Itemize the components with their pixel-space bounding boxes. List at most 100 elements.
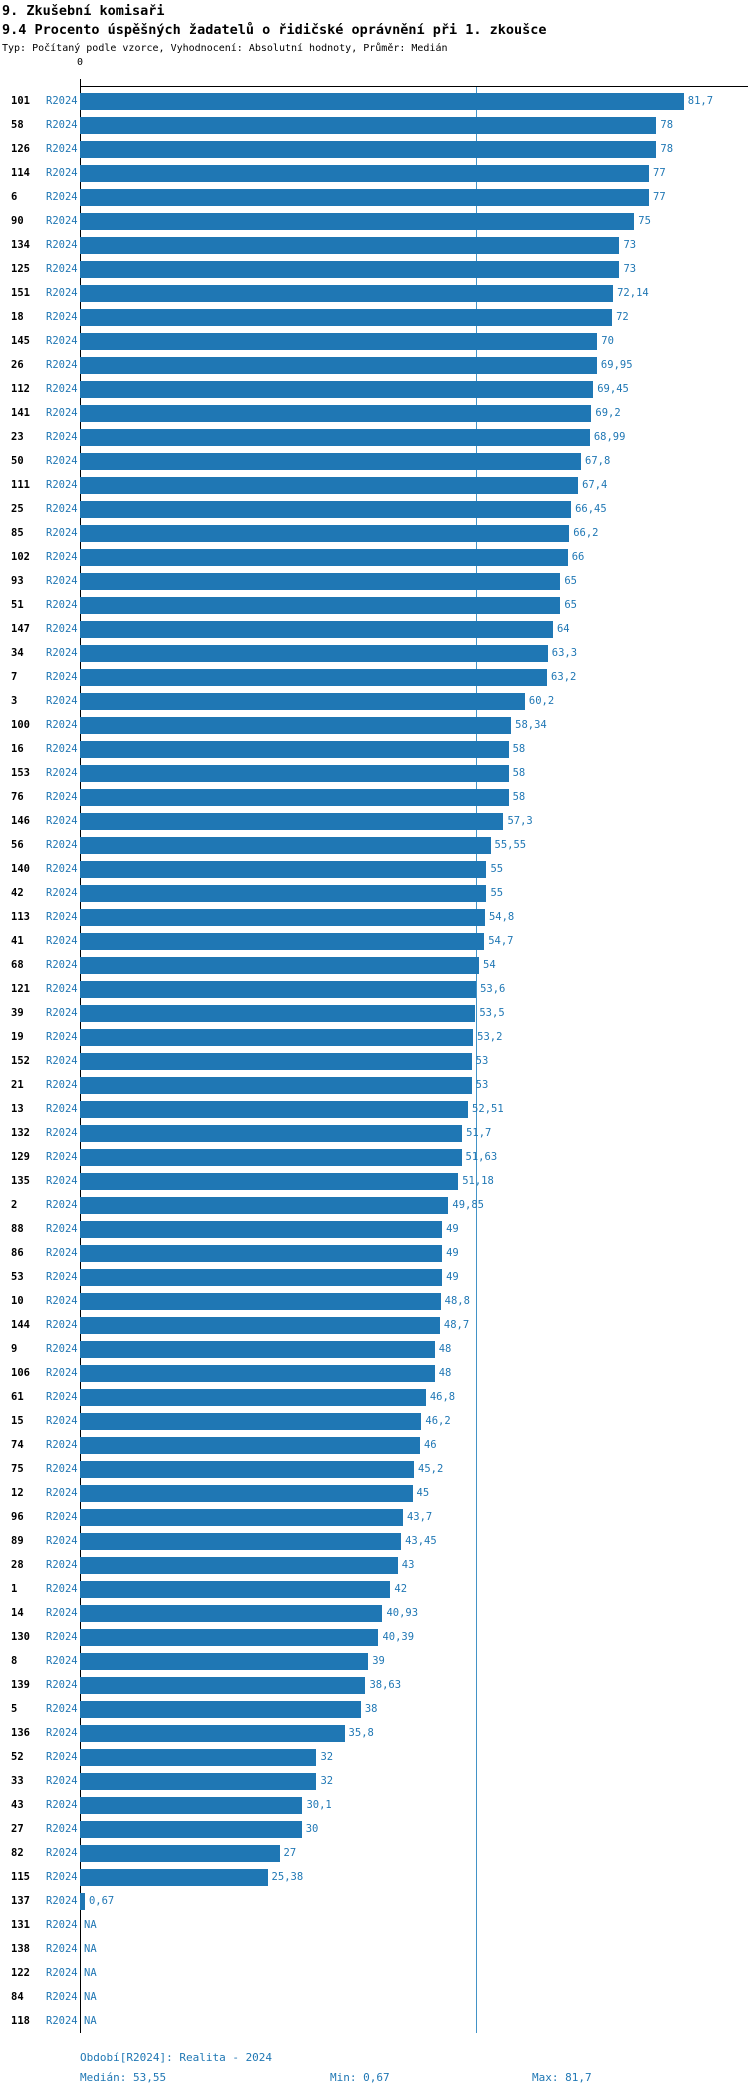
chart-row: 33 R2024 32 [0, 1769, 750, 1793]
row-series-label: R2024 [46, 1583, 78, 1595]
row-label: 50 [11, 455, 24, 467]
row-label: 135 [11, 1175, 30, 1187]
bar [80, 620, 553, 638]
chart-row: 50 R2024 67,8 [0, 449, 750, 473]
chart-row: 89 R2024 43,45 [0, 1529, 750, 1553]
bar [80, 140, 657, 158]
chart-title: 9.4 Procento úspěšných žadatelů o řidičs… [2, 22, 547, 38]
bar-value: 78 [660, 143, 674, 155]
bar-value: 69,95 [600, 359, 633, 371]
bar [80, 476, 579, 494]
row-series-label: R2024 [46, 1463, 78, 1475]
bar-value: 72 [616, 311, 629, 323]
bar-value: NA [84, 1967, 97, 1979]
bar-value: 66,45 [575, 503, 607, 515]
row-series-label: R2024 [46, 1031, 78, 1043]
chart-row: 25 R2024 66,45 [0, 497, 750, 521]
bar [80, 452, 582, 470]
bar [80, 1748, 317, 1766]
row-label: 122 [11, 1967, 30, 1979]
bar [80, 212, 635, 230]
row-label: 9 [11, 1343, 18, 1355]
bar [80, 1676, 366, 1694]
chart-row: 7 R2024 63,2 [0, 665, 750, 689]
bar-value: 72,14 [617, 287, 649, 299]
bar-value: 35,8 [348, 1727, 374, 1739]
bar-value: 49 [446, 1271, 459, 1283]
bar-value: 58 [512, 791, 526, 803]
bar-value: 46,2 [425, 1415, 451, 1427]
chart-row: 138 R2024 NA [0, 1937, 750, 1961]
row-label: 10 [11, 1295, 24, 1307]
bar [80, 1556, 398, 1574]
chart-row: 113 R2024 54,8 [0, 905, 750, 929]
bar [80, 1820, 302, 1838]
bar-value: 38 [364, 1703, 378, 1715]
row-series-label: R2024 [46, 95, 78, 107]
footer-median-stat: Medián: 53,55 [80, 2071, 167, 2084]
bar-value: 51,7 [466, 1127, 492, 1139]
bar-value: 46,8 [429, 1391, 456, 1403]
bar-value: 65 [564, 599, 577, 611]
bar [80, 116, 657, 134]
bar-value: 49 [446, 1247, 459, 1259]
row-series-label: R2024 [46, 959, 78, 971]
row-label: 131 [11, 1919, 30, 1931]
bar [80, 1004, 476, 1022]
row-label: 26 [11, 359, 24, 371]
chart-row: 39 R2024 53,5 [0, 1001, 750, 1025]
row-series-label: R2024 [46, 359, 78, 371]
chart-row: 132 R2024 51,7 [0, 1121, 750, 1145]
row-series-label: R2024 [46, 551, 78, 563]
bar-value: 66,2 [573, 527, 599, 539]
chart-row: 126 R2024 78 [0, 137, 750, 161]
bar-value: 48 [438, 1367, 452, 1379]
bar-value: 53 [475, 1079, 489, 1091]
chart-row: 13 R2024 52,51 [0, 1097, 750, 1121]
row-series-label: R2024 [46, 1703, 78, 1715]
chart-row: 27 R2024 30 [0, 1817, 750, 1841]
bar-value: 49,85 [452, 1199, 484, 1211]
chart-row: 90 R2024 75 [0, 209, 750, 233]
bar [80, 860, 487, 878]
bar [80, 1028, 474, 1046]
chart-row: 88 R2024 49 [0, 1217, 750, 1241]
row-label: 68 [11, 959, 24, 971]
row-series-label: R2024 [46, 1343, 78, 1355]
bar [80, 836, 491, 854]
chart-row: 111 R2024 67,4 [0, 473, 750, 497]
chart-row: 9 R2024 48 [0, 1337, 750, 1361]
bar [80, 1796, 303, 1814]
row-label: 8 [11, 1655, 18, 1667]
row-series-label: R2024 [46, 1535, 78, 1547]
chart-row: 61 R2024 46,8 [0, 1385, 750, 1409]
bar-value: NA [84, 1919, 97, 1931]
row-series-label: R2024 [46, 1295, 78, 1307]
chart-row: 18 R2024 72 [0, 305, 750, 329]
chart-row: 6 R2024 77 [0, 185, 750, 209]
chart-row: 28 R2024 43 [0, 1553, 750, 1577]
row-series-label: R2024 [46, 503, 78, 515]
bar-value: 58,34 [515, 719, 547, 731]
row-label: 129 [11, 1151, 30, 1163]
row-series-label: R2024 [46, 743, 78, 755]
row-label: 102 [11, 551, 30, 563]
bar [80, 1268, 443, 1286]
bar [80, 260, 620, 278]
bar-value: 43,7 [406, 1511, 433, 1523]
chart-row: 147 R2024 64 [0, 617, 750, 641]
row-series-label: R2024 [46, 1127, 78, 1139]
row-label: 146 [11, 815, 30, 827]
row-label: 130 [11, 1631, 30, 1643]
row-label: 13 [11, 1103, 24, 1115]
bar [80, 1172, 459, 1190]
chart-row: 135 R2024 51,18 [0, 1169, 750, 1193]
bar-value: 53,6 [480, 983, 506, 995]
chart-row: 15 R2024 46,2 [0, 1409, 750, 1433]
row-series-label: R2024 [46, 479, 78, 491]
chart-row: 100 R2024 58,34 [0, 713, 750, 737]
bar-value: 55,55 [494, 839, 527, 851]
row-series-label: R2024 [46, 1943, 78, 1955]
row-label: 121 [11, 983, 30, 995]
